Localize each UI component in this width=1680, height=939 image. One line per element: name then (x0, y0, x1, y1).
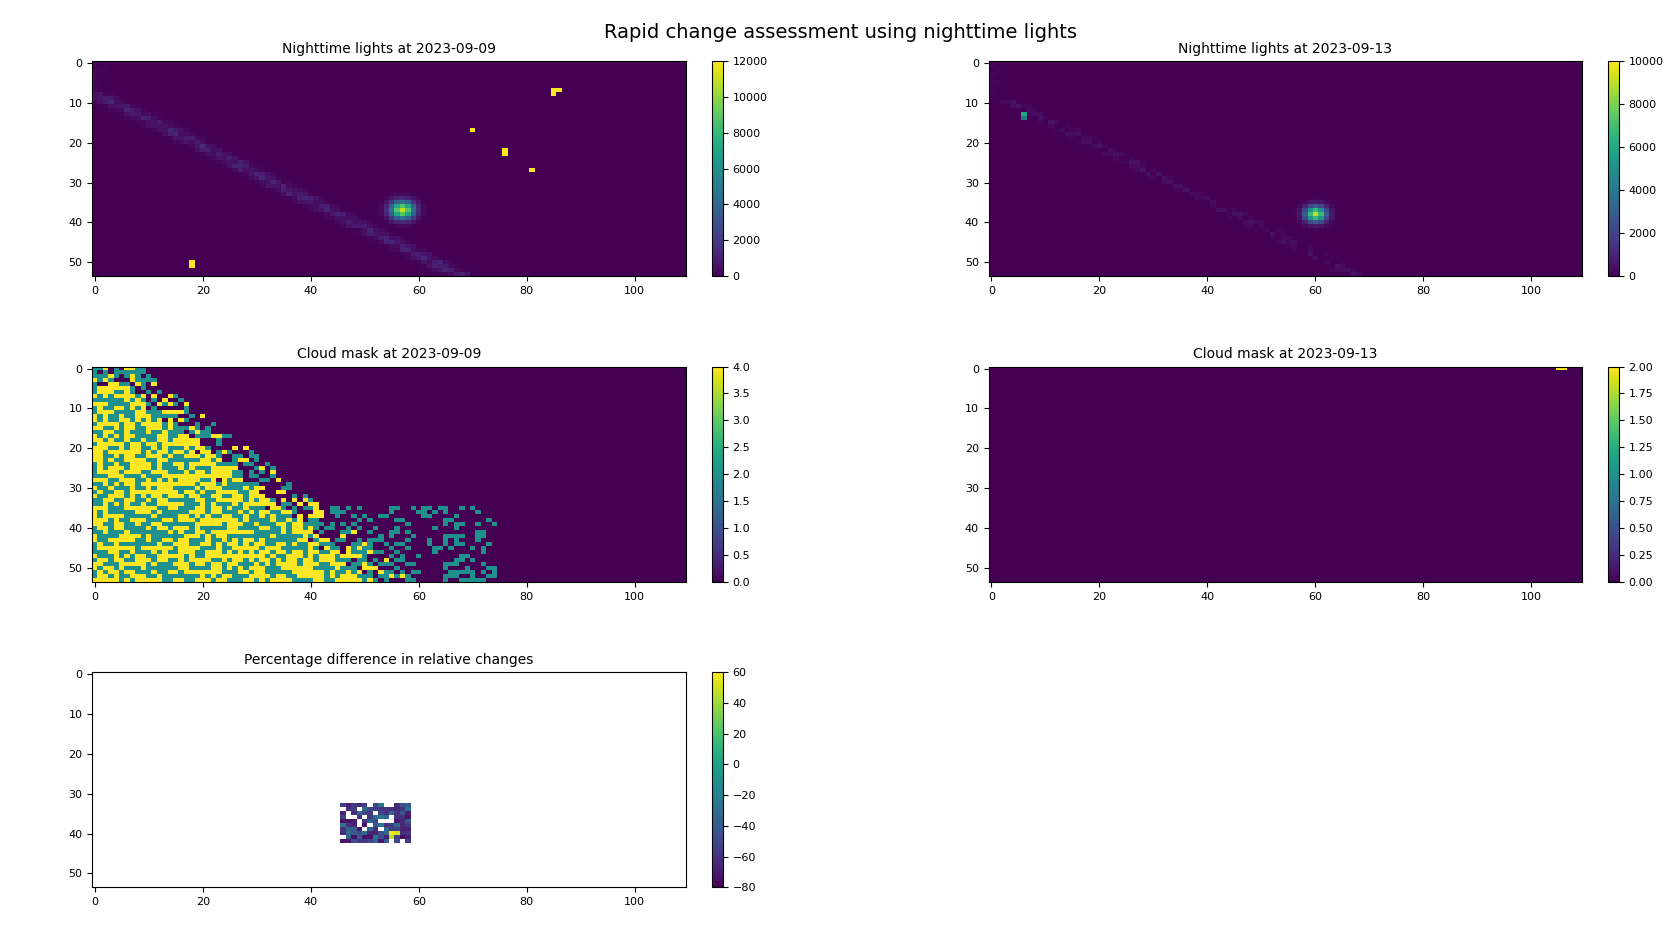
Title: Cloud mask at 2023-09-13: Cloud mask at 2023-09-13 (1193, 347, 1378, 362)
Title: Cloud mask at 2023-09-09: Cloud mask at 2023-09-09 (297, 347, 482, 362)
Title: Nighttime lights at 2023-09-09: Nighttime lights at 2023-09-09 (282, 41, 496, 55)
Title: Nighttime lights at 2023-09-13: Nighttime lights at 2023-09-13 (1178, 41, 1393, 55)
Text: Rapid change assessment using nighttime lights: Rapid change assessment using nighttime … (603, 23, 1077, 42)
Title: Percentage difference in relative changes: Percentage difference in relative change… (245, 653, 534, 667)
